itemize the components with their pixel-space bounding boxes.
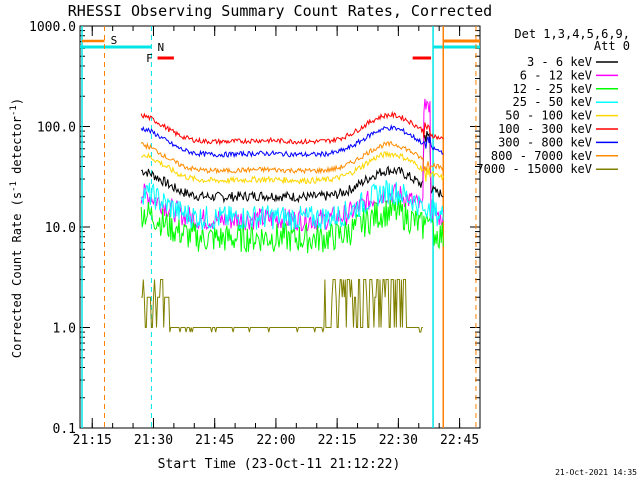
- legend-label: 6 - 12 keV: [520, 68, 592, 82]
- x-tick-label: 22:15: [318, 433, 357, 448]
- y-tick-label: 1000.0: [29, 20, 76, 35]
- x-tick-label: 22:45: [440, 433, 479, 448]
- x-axis-label: Start Time (23-Oct-11 21:12:22): [158, 457, 401, 472]
- plot-area: 0.1 1.0 10.0 100.0 1000.0 21:15 21:30 21:45 22:0…: [29, 20, 481, 448]
- series-line: [140, 124, 444, 159]
- legend-label: 25 - 50 keV: [513, 95, 592, 109]
- x-tick-label: 22:00: [256, 433, 295, 448]
- y-tick-label: 10.0: [45, 221, 76, 236]
- legend-label: 800 - 7000 keV: [491, 149, 592, 163]
- x-tick-label: 21:15: [73, 433, 112, 448]
- x-tick-label: 21:45: [195, 433, 234, 448]
- footer-date: 21-Oct-2021 14:35: [555, 468, 637, 477]
- legend-label: 3 - 6 keV: [527, 55, 592, 69]
- x-tick-label: 21:30: [134, 433, 173, 448]
- series-line: [140, 130, 444, 204]
- legend-title-line-2: Att 0: [594, 39, 630, 53]
- legend-label: 100 - 300 keV: [498, 122, 592, 136]
- flare-label: F: [146, 52, 153, 65]
- series-line: [141, 150, 444, 185]
- y-tick-label: 1.0: [53, 322, 76, 337]
- x-tick-label: 22:30: [379, 433, 418, 448]
- y-tick-label: 0.1: [53, 422, 76, 437]
- series-line: [140, 179, 444, 231]
- legend-label: 12 - 25 keV: [513, 82, 592, 96]
- y-tick-label: 100.0: [37, 121, 76, 136]
- plot-frame: [79, 25, 481, 429]
- series-line: [140, 110, 444, 146]
- chart-title: RHESSI Observing Summary Count Rates, Co…: [68, 2, 492, 20]
- legend-label: 50 - 100 keV: [505, 109, 592, 123]
- series-line: [141, 279, 423, 333]
- legend-title-line-1: Det 1,3,4,5,6,9,: [514, 27, 630, 41]
- y-axis-label: Corrected Count Rate (s-1 detector-1): [9, 98, 24, 358]
- night-label: N: [158, 41, 165, 54]
- saa-label: S: [111, 34, 118, 47]
- legend-label: 7000 - 15000 keV: [476, 162, 592, 176]
- series-line: [140, 197, 444, 254]
- series-line: [140, 141, 444, 175]
- legend-label: 300 - 800 keV: [498, 135, 592, 149]
